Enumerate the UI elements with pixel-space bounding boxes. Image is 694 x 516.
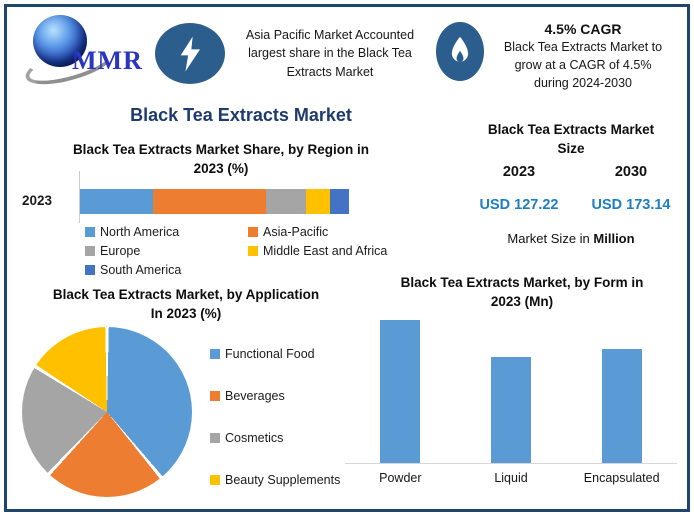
region-segment-middle-east-and-africa: [305, 189, 331, 214]
market-size-value-2023: USD 127.22: [479, 197, 559, 213]
legend-swatch-icon: [248, 245, 258, 256]
region-chart-title-line: 2023 (%): [193, 160, 249, 176]
form-chart-title: Black Tea Extracts Market, by Form in 20…: [362, 274, 682, 312]
application-chart-title-line: In 2023 (%): [150, 305, 222, 321]
application-legend-item-beverages: Beverages: [210, 388, 340, 403]
lightning-badge: [155, 23, 225, 84]
region-legend-item-europe: Europe: [85, 243, 248, 258]
highlight-line: Asia Pacific Market Accounted: [245, 28, 415, 42]
page-title: Black Tea Extracts Market: [130, 105, 352, 125]
form-x-label-powder: Powder: [379, 471, 422, 485]
region-stacked-bar: [80, 189, 349, 214]
header-highlight-text: Asia Pacific Market Accounted largest sh…: [230, 26, 430, 81]
form-bar-cell-encapsulated: [566, 349, 677, 463]
application-legend-label: Beauty Supplements: [225, 472, 341, 487]
form-chart-x-labels: Powder Liquid Encapsulated: [345, 471, 677, 485]
form-bar-chart: [345, 310, 677, 464]
market-size-value-2030: USD 173.14: [591, 197, 671, 213]
legend-swatch-icon: [85, 226, 95, 237]
market-size-year-2030: 2030: [614, 164, 648, 180]
highlight-line: Extracts Market: [286, 64, 374, 79]
application-chart-legend: Functional Food Beverages Cosmetics Beauty …: [210, 346, 340, 487]
market-size-footnote: Market Size in Million: [451, 231, 691, 246]
market-size-title: Black Tea Extracts Market Size: [451, 121, 691, 159]
legend-swatch-icon: [85, 245, 95, 256]
legend-swatch-icon: [210, 432, 220, 443]
form-bar-cell-powder: [345, 320, 456, 463]
cagr-title: 4.5% CAGR: [544, 21, 622, 37]
application-legend-item-cosmetics: Cosmetics: [210, 430, 340, 445]
legend-swatch-icon: [85, 264, 95, 275]
globe-icon: [33, 15, 87, 67]
mmr-logo: MMR: [21, 12, 154, 93]
cagr-line: grow at a CAGR of 4.5%: [514, 57, 652, 72]
cagr-line: during 2024-2030: [534, 75, 632, 90]
form-chart-title-line: 2023 (Mn): [490, 293, 554, 309]
cagr-line: Black Tea Extracts Market to: [503, 40, 663, 54]
region-legend-item-middle-east-and-africa: Middle East and Africa: [248, 243, 403, 258]
market-size-title-line: Size: [557, 140, 585, 156]
application-legend-item-beauty-supplements: Beauty Supplements: [210, 472, 340, 487]
logo-text: MMR: [72, 46, 143, 75]
lightning-icon: [180, 36, 200, 71]
form-bar-powder: [380, 320, 421, 463]
region-legend-label: North America: [100, 224, 180, 239]
form-x-label-liquid: Liquid: [494, 471, 528, 485]
application-legend-label: Beverages: [225, 388, 285, 403]
region-segment-south-america: [330, 189, 349, 214]
region-legend-label: South America: [100, 262, 182, 277]
form-bar-cell-liquid: [456, 357, 567, 463]
legend-swatch-icon: [210, 348, 220, 359]
region-legend-label: Asia-Pacific: [263, 224, 329, 239]
region-segment-north-america: [80, 189, 153, 214]
region-segment-asia-pacific: [152, 189, 266, 214]
form-x-label-encapsulated: Encapsulated: [583, 471, 660, 485]
application-legend-item-functional-food: Functional Food: [210, 346, 340, 361]
region-legend-label: Europe: [100, 243, 141, 258]
cagr-block: 4.5% CAGR Black Tea Extracts Market to g…: [494, 21, 672, 92]
region-chart-category-label: 2023: [22, 193, 53, 208]
region-legend-item-south-america: South America: [85, 262, 248, 277]
market-size-footnote-prefix: Market Size in: [507, 231, 594, 246]
application-chart-title-line: Black Tea Extracts Market, by Applicatio…: [52, 287, 320, 302]
market-size-year-2023: 2023: [502, 164, 536, 180]
application-legend-label: Cosmetics: [225, 430, 284, 445]
region-legend-label: Middle East and Africa: [263, 243, 388, 258]
region-legend-item-asia-pacific: Asia-Pacific: [248, 224, 403, 239]
market-size-title-line: Black Tea Extracts Market: [487, 122, 655, 137]
legend-swatch-icon: [248, 226, 258, 237]
region-chart-y-axis: [79, 171, 80, 223]
region-chart-title-line: Black Tea Extracts Market Share, by Regi…: [72, 142, 370, 157]
highlight-line: largest share in the Black Tea: [248, 46, 412, 61]
legend-swatch-icon: [210, 390, 220, 401]
application-pie-chart: [22, 327, 192, 497]
region-chart-legend: North America Asia-Pacific Europe Middle Ea…: [85, 224, 405, 281]
flame-icon: [451, 36, 469, 62]
region-legend-item-north-america: North America: [85, 224, 248, 239]
market-size-footnote-unit: Million: [593, 231, 635, 246]
application-legend-label: Functional Food: [225, 346, 315, 361]
region-chart-title: Black Tea Extracts Market Share, by Regi…: [21, 141, 421, 179]
application-chart-title: Black Tea Extracts Market, by Applicatio…: [11, 286, 361, 324]
form-bar-liquid: [491, 357, 531, 463]
form-bar-encapsulated: [601, 349, 642, 463]
flame-badge: [436, 22, 484, 81]
region-segment-europe: [265, 189, 306, 214]
legend-swatch-icon: [210, 474, 220, 485]
form-chart-title-line: Black Tea Extracts Market, by Form in: [400, 275, 644, 290]
